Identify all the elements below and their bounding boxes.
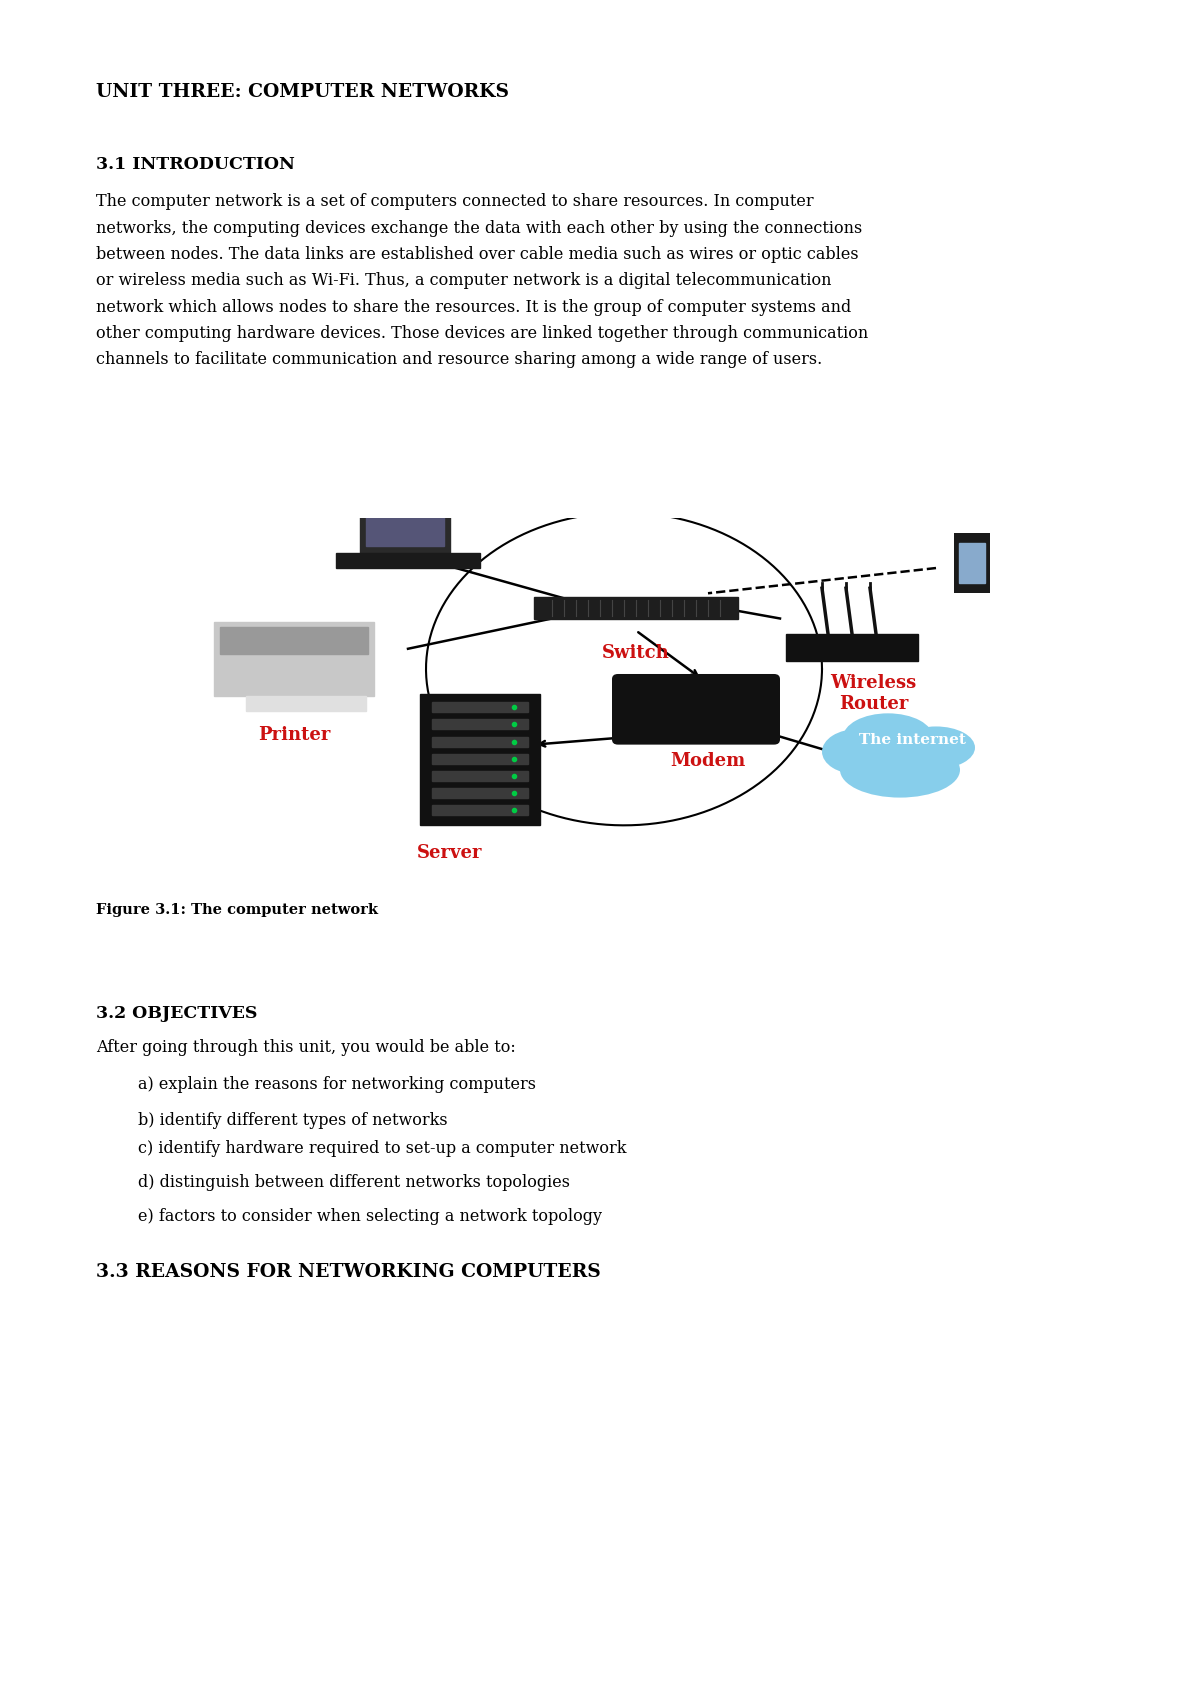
Text: Modem: Modem — [671, 752, 745, 770]
Ellipse shape — [898, 726, 974, 769]
Text: The internet: The internet — [858, 733, 966, 747]
Polygon shape — [954, 533, 990, 594]
Ellipse shape — [842, 713, 934, 762]
Polygon shape — [432, 720, 528, 730]
Text: network which allows nodes to share the resources. It is the group of computer s: network which allows nodes to share the … — [96, 299, 851, 316]
Text: Figure 3.1: The computer network: Figure 3.1: The computer network — [96, 903, 378, 916]
FancyBboxPatch shape — [612, 674, 780, 745]
Text: e) factors to consider when selecting a network topology: e) factors to consider when selecting a … — [138, 1208, 602, 1225]
Polygon shape — [366, 512, 444, 546]
Polygon shape — [336, 553, 480, 568]
Text: The computer network is a set of computers connected to share resources. In comp: The computer network is a set of compute… — [96, 193, 814, 210]
Text: UNIT THREE: COMPUTER NETWORKS: UNIT THREE: COMPUTER NETWORKS — [96, 83, 509, 102]
Text: or wireless media such as Wi-Fi. Thus, a computer network is a digital telecommu: or wireless media such as Wi-Fi. Thus, a… — [96, 273, 832, 290]
Polygon shape — [786, 633, 918, 660]
Text: d) distinguish between different networks topologies: d) distinguish between different network… — [138, 1174, 570, 1191]
Text: channels to facilitate communication and resource sharing among a wide range of : channels to facilitate communication and… — [96, 351, 822, 368]
Text: 3.3 REASONS FOR NETWORKING COMPUTERS: 3.3 REASONS FOR NETWORKING COMPUTERS — [96, 1263, 601, 1281]
Polygon shape — [959, 543, 985, 584]
Polygon shape — [534, 597, 738, 619]
Polygon shape — [432, 804, 528, 815]
Text: After going through this unit, you would be able to:: After going through this unit, you would… — [96, 1039, 516, 1056]
Text: 3.1 INTRODUCTION: 3.1 INTRODUCTION — [96, 156, 295, 173]
Text: 3.2 OBJECTIVES: 3.2 OBJECTIVES — [96, 1005, 257, 1022]
Text: Server: Server — [418, 843, 482, 862]
Text: a) explain the reasons for networking computers: a) explain the reasons for networking co… — [138, 1076, 536, 1093]
Polygon shape — [360, 507, 450, 553]
Text: b) identify different types of networks: b) identify different types of networks — [138, 1112, 448, 1129]
Polygon shape — [246, 696, 366, 711]
Text: Printer: Printer — [258, 726, 330, 745]
Text: between nodes. The data links are established over cable media such as wires or : between nodes. The data links are establ… — [96, 246, 859, 263]
Ellipse shape — [822, 730, 894, 774]
Polygon shape — [214, 621, 374, 696]
Text: Switch: Switch — [602, 643, 670, 662]
Text: networks, the computing devices exchange the data with each other by using the c: networks, the computing devices exchange… — [96, 219, 863, 238]
Ellipse shape — [840, 742, 960, 798]
Polygon shape — [220, 626, 368, 653]
Polygon shape — [420, 694, 540, 825]
Polygon shape — [432, 787, 528, 798]
Polygon shape — [432, 770, 528, 781]
Text: other computing hardware devices. Those devices are linked together through comm: other computing hardware devices. Those … — [96, 326, 869, 343]
Polygon shape — [432, 703, 528, 713]
Polygon shape — [432, 753, 528, 764]
Text: Wireless
Router: Wireless Router — [830, 674, 917, 713]
Text: c) identify hardware required to set-up a computer network: c) identify hardware required to set-up … — [138, 1140, 626, 1157]
Polygon shape — [432, 736, 528, 747]
